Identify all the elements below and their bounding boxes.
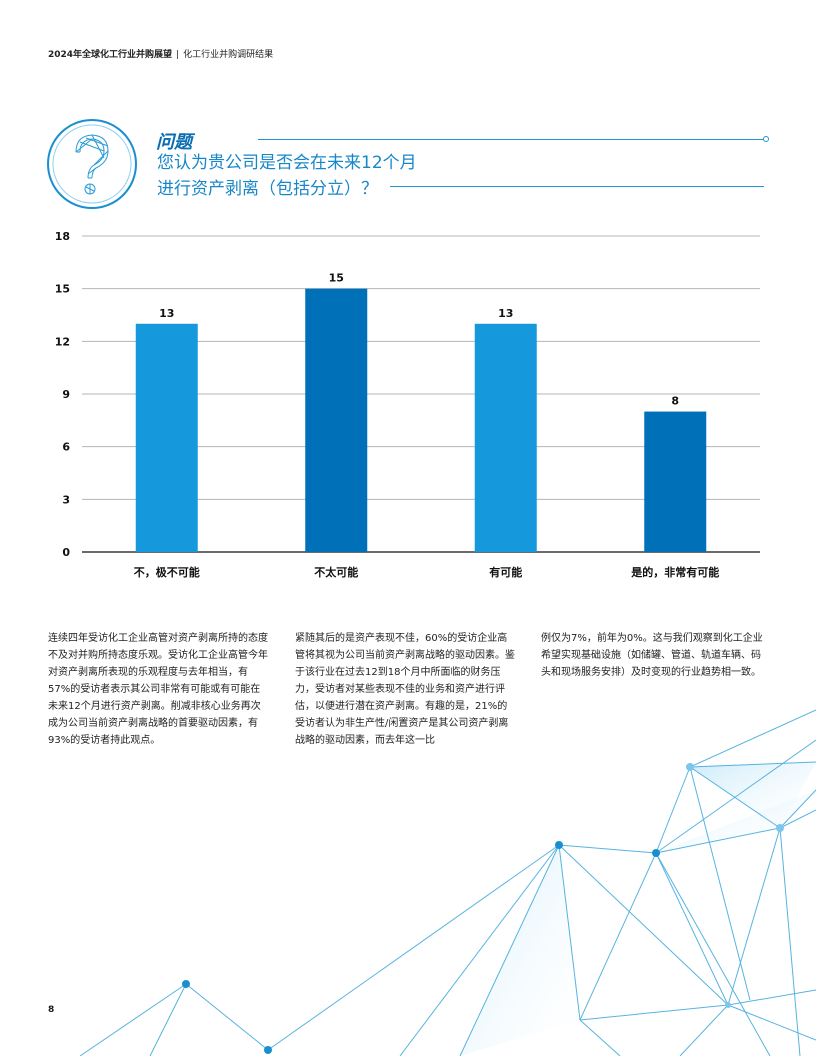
running-header: 2024年全球化工行业并购展望 | 化工行业并购调研结果: [48, 47, 273, 60]
question-mark-network-icon: [46, 118, 138, 210]
page-number: 8: [48, 1005, 55, 1015]
body-column-3: 例仅为7%，前年为0%。这与我们观察到化工企业希望实现基础设施（如储罐、管道、轨…: [541, 633, 763, 678]
bar: [305, 288, 368, 552]
title-rule-dot: [763, 136, 769, 142]
category-label: 是的，非常有可能: [630, 565, 719, 579]
y-tick-label: 6: [62, 441, 70, 454]
category-label: 不，极不可能: [134, 565, 200, 579]
bar: [135, 323, 198, 552]
title-rule-bottom: [390, 186, 764, 187]
data-label: 8: [671, 395, 679, 408]
header-separator: |: [176, 50, 180, 60]
bar-chart: 0 3 6 9 12 15 18 13 不，极不可能 15 不太可能 13 有可能 8 是的，非常有可能: [0, 228, 816, 588]
bar-chart-svg: 0 3 6 9 12 15 18 13 不，极不可能 15 不太可能 13 有可能 8 是的，非常有可能: [55, 230, 760, 579]
title-rule-top: [258, 139, 764, 140]
bar: [644, 411, 707, 552]
y-tick-label: 12: [55, 335, 70, 348]
data-label: 15: [329, 272, 344, 285]
question-label: 问题: [156, 132, 192, 153]
y-tick-label: 3: [62, 493, 70, 506]
body-column-2: 紧随其后的是资产表现不佳，60%的受访企业高管将其视为公司当前资产剥离战略的驱动…: [295, 633, 515, 746]
y-tick-label: 9: [62, 388, 70, 401]
question-line-2: 进行资产剥离（包括分立）？: [157, 179, 378, 199]
y-tick-label: 15: [55, 283, 70, 296]
y-tick-label: 18: [55, 230, 70, 243]
category-label: 有可能: [489, 565, 522, 579]
body-column-1: 连续四年受访化工企业高管对资产剥离所持的态度不及对并购所持态度乐观。受访化工企业…: [48, 633, 268, 746]
section-title: 化工行业并购调研结果: [183, 50, 274, 60]
category-label: 不太可能: [314, 565, 358, 579]
report-title: 2024年全球化工行业并购展望: [48, 50, 173, 60]
y-tick-label: 0: [62, 546, 70, 559]
data-label: 13: [159, 307, 174, 320]
data-label: 13: [498, 307, 513, 320]
bar: [474, 323, 537, 552]
question-line-1: 您认为贵公司是否会在未来12个月: [157, 153, 417, 173]
